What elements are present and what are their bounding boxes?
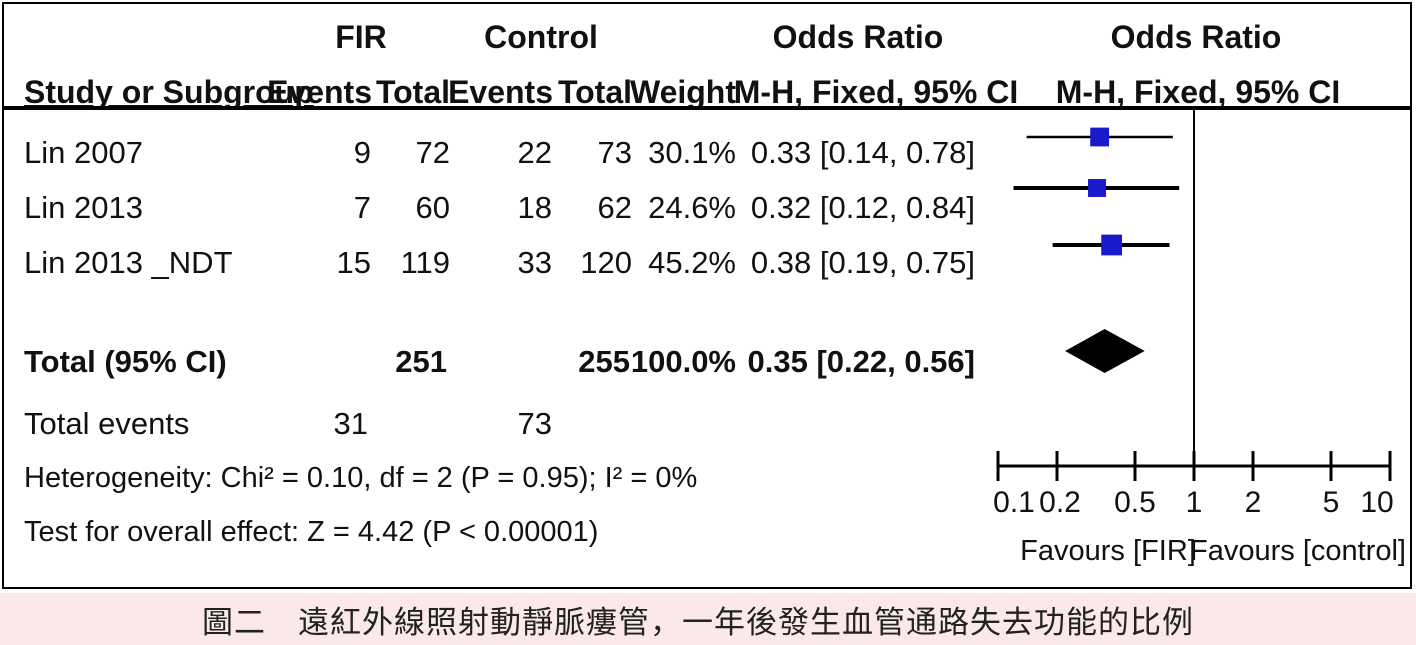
total-events-label: Total events [24, 406, 189, 441]
control-events-cell: 18 [518, 190, 552, 225]
control-group-header: Control [484, 19, 598, 55]
heterogeneity-text: Heterogeneity: Chi² = 0.10, df = 2 (P = … [24, 462, 697, 494]
x-tick-label: 10 [1360, 486, 1393, 519]
control-total-header: Total [558, 74, 632, 110]
study-name: Lin 2007 [24, 135, 143, 170]
control-events-cell: 22 [518, 135, 552, 170]
fir-total-cell: 60 [416, 190, 450, 225]
method-header-left: M-H, Fixed, 95% CI [734, 74, 1019, 110]
weight-header: Weight [630, 74, 736, 110]
study-row: Lin 2013 _NDT 15 119 33 120 45.2% 0.38 [… [24, 245, 975, 280]
study-row: Lin 2013 7 60 18 62 24.6% 0.32 [0.12, 0.… [24, 190, 975, 225]
x-tick-label: 5 [1323, 486, 1340, 519]
weight-cell: 30.1% [648, 135, 736, 170]
x-tick-label: 0.5 [1114, 486, 1156, 519]
odds-ratio-ci-cell: 0.33 [0.14, 0.78] [751, 135, 975, 170]
control-total-events: 73 [518, 406, 552, 441]
odds-ratio-header-left: Odds Ratio [773, 19, 944, 55]
total-row: Total (95% CI) 251 255 100.0% 0.35 [0.22… [24, 344, 975, 379]
study-estimate-square [1101, 234, 1123, 256]
fir-events-cell: 7 [354, 190, 371, 225]
favours-control-label: Favours [control] [1190, 535, 1406, 567]
pooled-odds-ratio-ci: 0.35 [0.22, 0.56] [748, 344, 976, 379]
weight-cell: 24.6% [648, 190, 736, 225]
pooled-estimate-diamond [1065, 329, 1145, 373]
control-total-cell: 120 [580, 245, 632, 280]
control-total-sum: 255 [578, 344, 630, 379]
fir-total-cell: 72 [416, 135, 450, 170]
forest-plot-frame [2, 2, 1412, 589]
study-estimate-square [1088, 179, 1106, 197]
figure-caption: 圖二 遠紅外線照射動靜脈瘻管，一年後發生血管通路失去功能的比例 [202, 604, 1194, 641]
study-name: Lin 2013 _NDT [24, 245, 233, 280]
figure-caption-band: 圖二 遠紅外線照射動靜脈瘻管，一年後發生血管通路失去功能的比例 [0, 593, 1416, 645]
control-total-cell: 62 [598, 190, 632, 225]
method-header-right: M-H, Fixed, 95% CI [1056, 74, 1341, 110]
x-tick-label: 0.2 [1039, 486, 1081, 519]
fir-total-header: Total [376, 74, 450, 110]
study-estimate-square [1090, 127, 1110, 147]
odds-ratio-header-right: Odds Ratio [1111, 19, 1282, 55]
study-row: Lin 2007 9 72 22 73 30.1% 0.33 [0.14, 0.… [24, 135, 975, 170]
total-label: Total (95% CI) [24, 344, 227, 379]
forest-plot: FIR Control Odds Ratio Odds Ratio Study … [4, 19, 1412, 567]
x-tick-label: 2 [1245, 486, 1262, 519]
x-tick-label: 1 [1186, 486, 1203, 519]
fir-total-events: 31 [334, 406, 368, 441]
fir-events-cell: 15 [337, 245, 371, 280]
overall-effect-text: Test for overall effect: Z = 4.42 (P < 0… [24, 516, 598, 548]
control-total-cell: 73 [598, 135, 632, 170]
control-events-header: Events [448, 74, 553, 110]
fir-events-cell: 9 [354, 135, 371, 170]
total-events-row: Total events 31 73 [24, 406, 552, 441]
fir-total-cell: 119 [401, 245, 450, 280]
total-weight: 100.0% [631, 344, 736, 379]
control-events-cell: 33 [518, 245, 552, 280]
fir-group-header: FIR [335, 19, 387, 55]
fir-total-sum: 251 [395, 344, 447, 379]
fir-events-header: Events [267, 74, 372, 110]
odds-ratio-ci-cell: 0.38 [0.19, 0.75] [751, 245, 975, 280]
odds-ratio-ci-cell: 0.32 [0.12, 0.84] [751, 190, 975, 225]
forest-graphic: 0.1 0.2 0.5 1 2 5 10 Favours [FIR] Favours [co… [993, 109, 1406, 567]
study-name: Lin 2013 [24, 190, 143, 225]
weight-cell: 45.2% [648, 245, 736, 280]
x-tick-label: 0.1 [993, 486, 1035, 519]
study-column-header: Study or Subgroup [24, 74, 314, 110]
favours-fir-label: Favours [FIR] [1020, 535, 1196, 567]
